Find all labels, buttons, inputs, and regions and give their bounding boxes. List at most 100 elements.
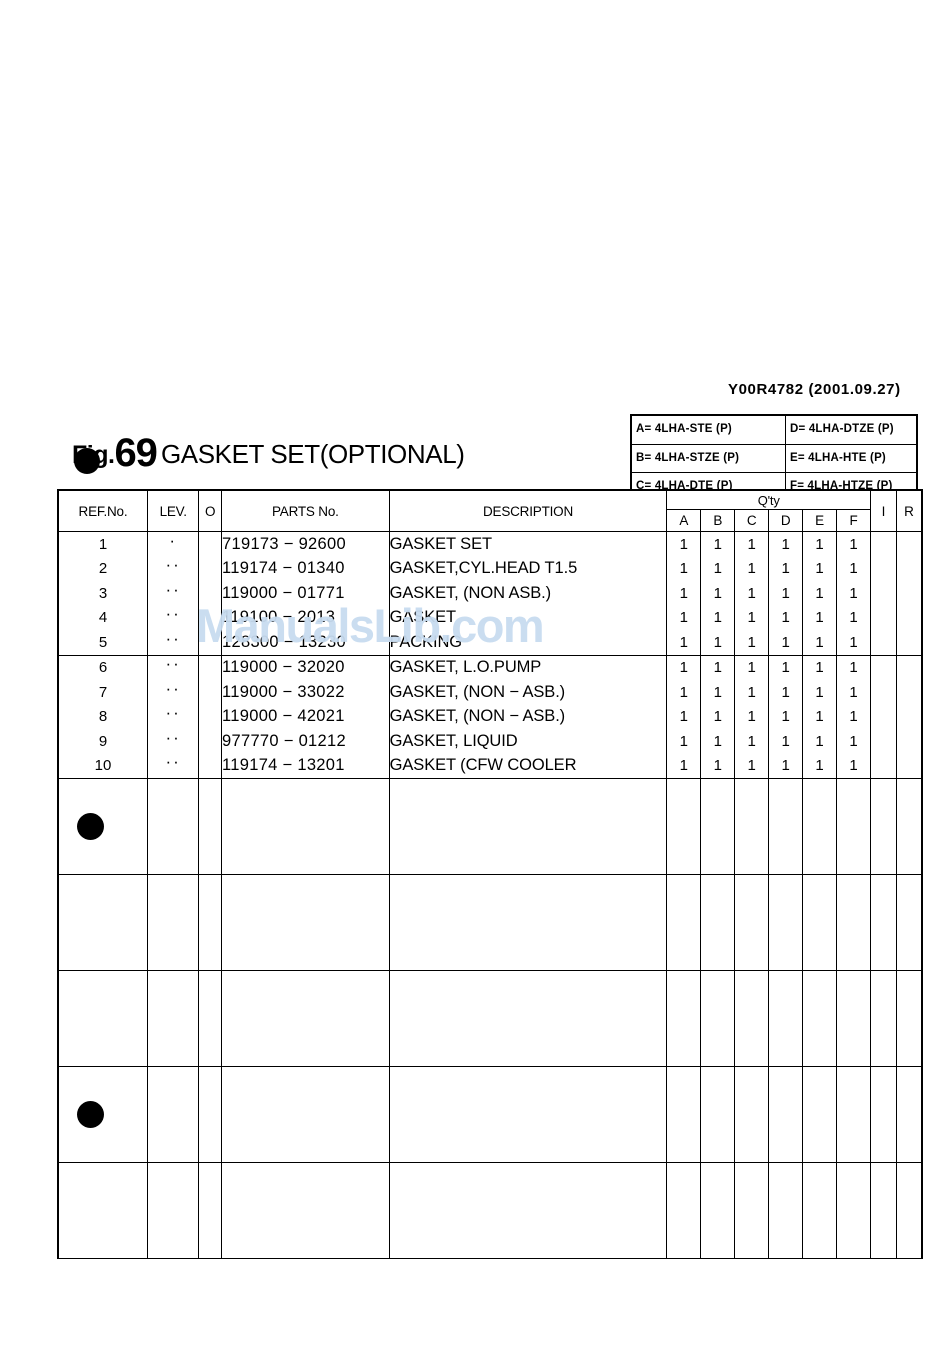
legend-model-a: A= 4LHA-STE (P) bbox=[630, 414, 786, 445]
cell-description: GASKET SET bbox=[388, 531, 668, 557]
cell-qty-b: 1 bbox=[700, 531, 736, 557]
cell-i bbox=[870, 605, 897, 630]
blank-cell bbox=[388, 778, 668, 875]
cell-qty-e: 1 bbox=[802, 680, 838, 705]
blank-cell bbox=[221, 874, 390, 971]
cell-description: GASKET, (NON − ASB.) bbox=[388, 680, 668, 705]
cell-qty-d: 1 bbox=[768, 581, 804, 606]
cell-qty-a: 1 bbox=[666, 729, 702, 754]
cell-qty-b: 1 bbox=[700, 680, 736, 705]
cell-i bbox=[870, 556, 897, 581]
blank-cell bbox=[221, 1066, 390, 1163]
header-qty-c: C bbox=[734, 509, 770, 532]
cell-qty-c: 1 bbox=[734, 605, 770, 630]
header-qty-f: F bbox=[836, 509, 872, 532]
cell-lev: ·· bbox=[146, 604, 200, 630]
cell-qty-e: 1 bbox=[802, 581, 838, 606]
cell-i bbox=[870, 630, 897, 656]
blank-cell bbox=[802, 970, 838, 1067]
cell-r bbox=[895, 655, 923, 680]
cell-qty-f: 1 bbox=[836, 655, 872, 680]
blank-cell bbox=[895, 1162, 923, 1259]
cell-o bbox=[198, 531, 223, 557]
cell-o bbox=[198, 704, 223, 729]
cell-qty-a: 1 bbox=[666, 531, 702, 557]
cell-parts-no: 119174 − 13201 bbox=[221, 753, 390, 779]
cell-qty-c: 1 bbox=[734, 753, 770, 779]
blank-cell bbox=[734, 874, 770, 971]
cell-qty-c: 1 bbox=[734, 630, 770, 656]
blank-cell bbox=[666, 1162, 702, 1259]
cell-r bbox=[895, 680, 923, 705]
level-dots: ·· bbox=[165, 579, 181, 599]
level-dots: ·· bbox=[165, 678, 181, 698]
level-dots: ·· bbox=[165, 654, 181, 674]
blank-cell bbox=[870, 970, 897, 1067]
blank-cell bbox=[198, 1066, 223, 1163]
cell-qty-f: 1 bbox=[836, 581, 872, 606]
blank-cell bbox=[802, 778, 838, 875]
blank-cell bbox=[895, 970, 923, 1067]
blank-cell bbox=[768, 778, 804, 875]
cell-r bbox=[895, 704, 923, 729]
cell-qty-b: 1 bbox=[700, 581, 736, 606]
blank-cell bbox=[388, 970, 668, 1067]
blank-cell bbox=[870, 778, 897, 875]
blank-cell bbox=[734, 1066, 770, 1163]
blank-cell bbox=[895, 1066, 923, 1163]
table-header: REF.No. LEV. O PARTS No. DESCRIPTION Q't… bbox=[57, 490, 923, 532]
page-title: Fig. 69 GASKET SET(OPTIONAL) bbox=[72, 431, 465, 475]
header-qty: Q'ty bbox=[666, 490, 872, 511]
cell-r bbox=[895, 581, 923, 606]
cell-qty-e: 1 bbox=[802, 605, 838, 630]
table-body: 1 · 719173 − 92600 GASKET SET 1 1 1 1 1 1 2 ·· 11917… bbox=[57, 531, 923, 1259]
blank-cell bbox=[870, 1162, 897, 1259]
blank-cell bbox=[146, 1162, 200, 1259]
blank-cell bbox=[666, 874, 702, 971]
cell-lev: ·· bbox=[146, 753, 200, 779]
cell-ref-no: 1 bbox=[57, 531, 148, 557]
cell-lev: ·· bbox=[146, 579, 200, 606]
cell-ref-no: 5 bbox=[57, 630, 148, 656]
table-row: 5 ·· 128300 − 13230 PACKING 1 1 1 1 1 1 bbox=[57, 630, 923, 656]
blank-cell bbox=[221, 1162, 390, 1259]
cell-qty-f: 1 bbox=[836, 630, 872, 656]
cell-lev: ·· bbox=[146, 630, 200, 656]
level-dots: ·· bbox=[165, 727, 181, 747]
figure-number: 69 bbox=[114, 431, 157, 475]
cell-o bbox=[198, 753, 223, 779]
figure-bullet-icon bbox=[74, 448, 100, 474]
cell-r bbox=[895, 630, 923, 656]
blank-cell bbox=[836, 1162, 872, 1259]
cell-r bbox=[895, 729, 923, 754]
blank-cell bbox=[768, 874, 804, 971]
table-row: 2 ·· 119174 − 01340 GASKET,CYL.HEAD T1.5 1 1 1… bbox=[57, 556, 923, 581]
cell-parts-no: 719173 − 92600 bbox=[221, 531, 390, 557]
cell-description: PACKING bbox=[388, 630, 668, 656]
cell-ref-no: 9 bbox=[57, 729, 148, 754]
parts-table: REF.No. LEV. O PARTS No. DESCRIPTION Q't… bbox=[57, 489, 923, 1259]
table-blank-row bbox=[57, 970, 923, 1067]
cell-o bbox=[198, 630, 223, 656]
cell-parts-no: 119100 − 2013 bbox=[221, 605, 390, 630]
cell-o bbox=[198, 729, 223, 754]
cell-i bbox=[870, 680, 897, 705]
header-qty-e: E bbox=[802, 509, 838, 532]
cell-qty-d: 1 bbox=[768, 630, 804, 656]
cell-o bbox=[198, 581, 223, 606]
cell-r bbox=[895, 753, 923, 779]
header-qty-d: D bbox=[768, 509, 804, 532]
blank-cell bbox=[146, 970, 200, 1067]
level-dots: ·· bbox=[165, 604, 181, 624]
table-blank-row bbox=[57, 874, 923, 971]
level-dots: ·· bbox=[165, 703, 181, 723]
cell-qty-a: 1 bbox=[666, 655, 702, 680]
cell-ref-no: 7 bbox=[57, 680, 148, 705]
cell-qty-c: 1 bbox=[734, 581, 770, 606]
cell-qty-e: 1 bbox=[802, 729, 838, 754]
cell-qty-f: 1 bbox=[836, 605, 872, 630]
blank-cell bbox=[768, 970, 804, 1067]
blank-cell bbox=[198, 778, 223, 875]
table-row: 1 · 719173 − 92600 GASKET SET 1 1 1 1 1 1 bbox=[57, 531, 923, 557]
legend-model-b: B= 4LHA-STZE (P) bbox=[630, 443, 786, 473]
